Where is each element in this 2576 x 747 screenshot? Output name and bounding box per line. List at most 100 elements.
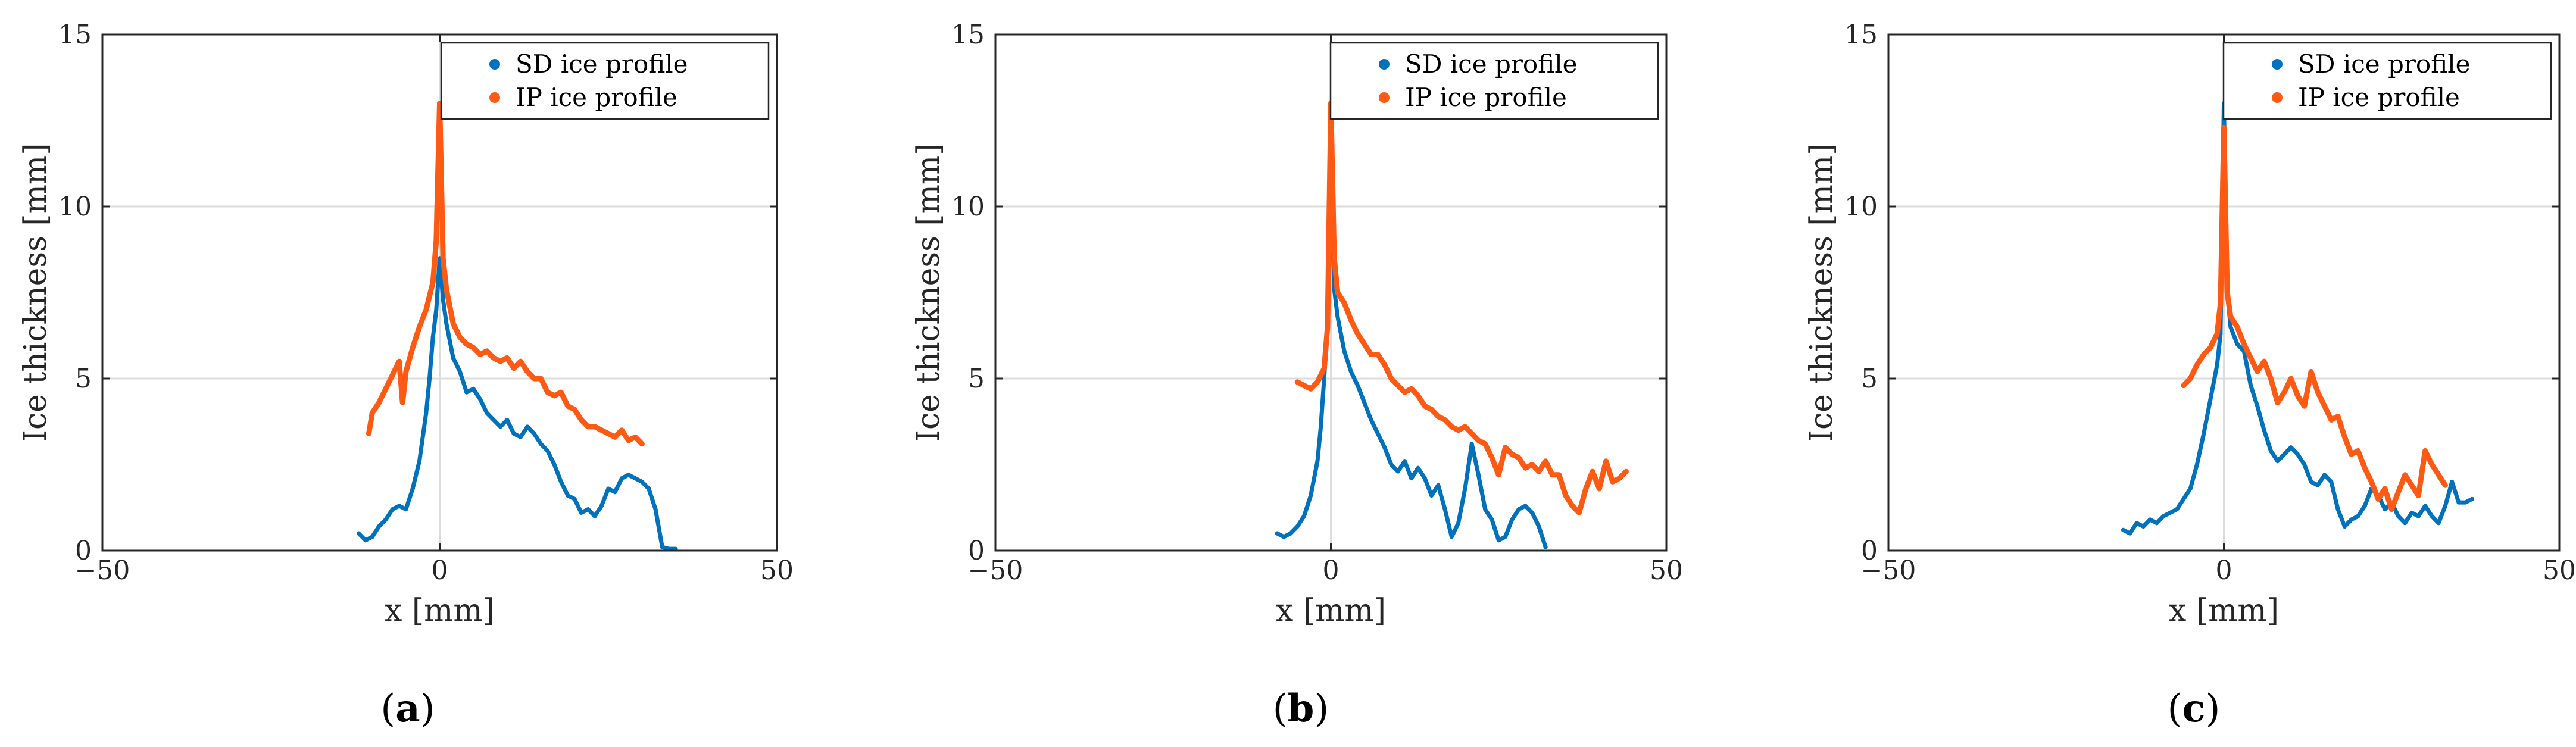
ip-data-point <box>1570 504 1575 508</box>
sd-data-point <box>532 431 536 436</box>
sd-data-point <box>1375 431 1380 436</box>
sd-data-point <box>1342 349 1347 354</box>
sd-data-point <box>1335 314 1340 319</box>
sd-data-point <box>2356 514 2360 518</box>
sd-data-point <box>2409 510 2414 515</box>
legend-label-ip: IP ice profile <box>516 83 677 112</box>
sd-data-point <box>2288 445 2293 450</box>
y-axis-label: Ice thickness [mm] <box>18 143 54 442</box>
ip-data-point <box>2282 390 2287 395</box>
panel-caption: (a) <box>380 686 435 731</box>
sd-data-point <box>2121 527 2125 532</box>
sd-data-point <box>525 424 530 429</box>
ip-data-point <box>2181 383 2186 388</box>
sd-data-point <box>2128 531 2132 536</box>
caption-letter: c <box>2182 686 2206 731</box>
sd-data-point <box>1469 442 1474 446</box>
y-axis-label: Ice thickness [mm] <box>1804 143 1840 442</box>
sd-data-point <box>2208 397 2213 402</box>
ip-data-point <box>2315 390 2320 395</box>
sd-data-point <box>2134 521 2139 526</box>
ip-data-point <box>552 393 557 398</box>
ip-data-point <box>2295 393 2300 398</box>
caption-close-paren: ) <box>420 687 435 731</box>
ip-data-point <box>441 256 445 261</box>
legend-box <box>1329 42 1659 120</box>
sd-data-point <box>2463 500 2468 505</box>
ip-data-point <box>1335 290 1340 295</box>
ip-data-point <box>2389 507 2394 512</box>
ip-data-point <box>1348 318 1353 323</box>
ip-data-point <box>2302 404 2307 408</box>
sd-data-point <box>1510 517 1515 522</box>
sd-data-point <box>397 504 402 508</box>
legend-marker-ip <box>1379 92 1390 103</box>
sd-data-point <box>1409 476 1414 481</box>
sd-data-point <box>427 376 432 381</box>
sd-data-point <box>2181 496 2186 501</box>
sd-data-point <box>417 459 422 464</box>
sd-data-point <box>1516 507 1521 512</box>
ip-data-point <box>1530 462 1535 467</box>
sd-data-point <box>2188 486 2193 491</box>
sd-data-point <box>2161 514 2166 518</box>
sd-data-point <box>579 510 583 515</box>
sd-data-point <box>457 369 462 374</box>
ip-data-point <box>626 438 631 443</box>
ip-data-point <box>2436 473 2441 477</box>
caption-open-paren: ( <box>1273 687 1288 731</box>
sd-data-point <box>1449 535 1454 539</box>
ip-data-point <box>558 390 563 395</box>
ip-data-point <box>2362 465 2367 470</box>
ip-data-point <box>572 407 577 412</box>
sd-data-point <box>1356 383 1360 388</box>
ip-data-point <box>1550 473 1554 477</box>
ip-data-point <box>1476 438 1481 443</box>
legend-marker-ip <box>2272 92 2283 103</box>
ip-data-point <box>2322 404 2327 408</box>
legend-box <box>2222 42 2552 120</box>
ip-data-point <box>1382 362 1387 367</box>
sd-data-point <box>1530 510 1535 515</box>
ip-data-point <box>370 411 374 415</box>
sd-data-point <box>1476 473 1481 477</box>
y-tick-label: 5 <box>968 364 985 394</box>
ip-data-point <box>1483 442 1488 446</box>
sd-data-point <box>1288 531 1293 536</box>
ip-data-point <box>2268 376 2273 381</box>
ip-data-point <box>633 435 638 439</box>
sd-data-point <box>2342 524 2347 529</box>
ip-data-point <box>2255 369 2260 374</box>
ip-data-point <box>367 431 371 436</box>
sd-data-point <box>2255 404 2260 408</box>
sd-data-point <box>404 507 408 512</box>
ip-data-point <box>390 373 395 377</box>
ip-data-point <box>579 417 583 422</box>
sd-data-point <box>2275 459 2280 464</box>
sd-data-point <box>2469 496 2474 501</box>
sd-data-point <box>1496 538 1501 543</box>
sd-data-point <box>1348 369 1353 374</box>
ip-data-point <box>1576 510 1581 515</box>
ip-data-point <box>566 404 570 408</box>
ip-data-point <box>1490 455 1494 460</box>
legend-label-sd: SD ice profile <box>2298 49 2471 79</box>
ip-data-point <box>457 335 462 340</box>
sd-data-point <box>2329 479 2334 484</box>
ip-data-point <box>2218 301 2223 305</box>
sd-data-point <box>1362 400 1367 405</box>
caption-letter: a <box>395 686 420 731</box>
y-tick-label: 10 <box>1844 192 1878 222</box>
sd-data-point <box>2141 524 2146 529</box>
ip-data-point <box>1604 459 1609 464</box>
ip-data-point <box>525 369 530 374</box>
legend-marker-sd <box>2272 59 2283 70</box>
sd-data-point <box>451 355 455 360</box>
sd-data-point <box>377 524 382 529</box>
sd-data-point <box>2168 510 2172 515</box>
sd-data-point <box>2249 383 2253 388</box>
ip-data-point <box>464 342 469 346</box>
ip-data-point <box>545 390 550 395</box>
